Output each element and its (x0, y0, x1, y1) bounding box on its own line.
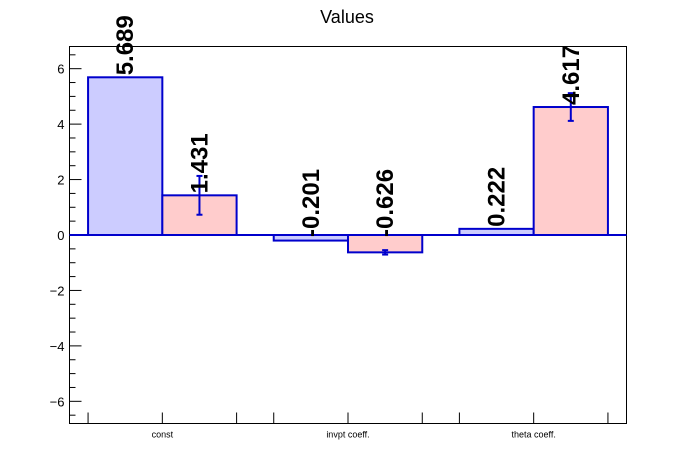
bars (87, 76, 609, 254)
data-label: -0.201 (298, 169, 325, 237)
data-label: 5.689 (112, 15, 139, 75)
error-bars (196, 92, 574, 256)
y-axis: −6 −4 −2 0 2 4 6 (50, 54, 82, 416)
y-tick-label: 6 (57, 62, 64, 77)
x-axis: const invpt coeff. theta coeff. (87, 412, 609, 440)
y-tick-label: −2 (50, 283, 65, 298)
bar (87, 76, 164, 236)
data-label: -0.626 (372, 169, 399, 237)
data-label: 4.617 (558, 45, 585, 105)
y-tick-label: −6 (50, 394, 65, 409)
x-category-label: const (152, 430, 174, 440)
data-label: 0.222 (484, 167, 511, 227)
y-tick-label: 2 (57, 173, 64, 188)
y-tick-label: −4 (50, 339, 65, 354)
chart-title: Values (320, 7, 374, 27)
bar (532, 106, 609, 236)
data-label: 1.431 (186, 133, 213, 193)
y-tick-label: 4 (57, 117, 64, 132)
x-category-label: invpt coeff. (326, 430, 369, 440)
data-labels: 5.689 -0.201 0.222 1.431 -0.626 4.617 (112, 15, 585, 237)
y-tick-label: 0 (57, 228, 64, 243)
x-category-label: theta coeff. (511, 430, 555, 440)
